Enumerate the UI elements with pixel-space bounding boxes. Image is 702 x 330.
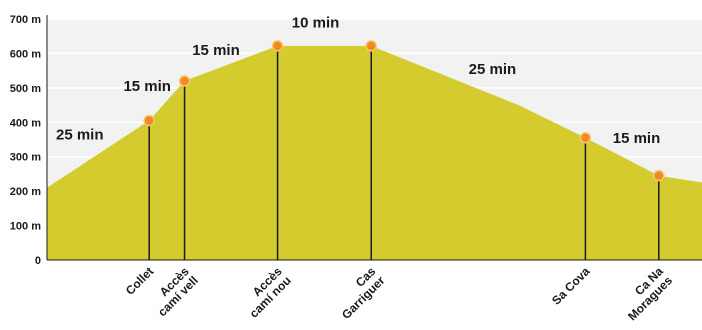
waypoint-marker <box>273 41 283 51</box>
y-tick-label: 500 m <box>10 83 41 95</box>
y-tick-label: 600 m <box>10 48 41 60</box>
segment-time-label: 25 min <box>469 61 517 78</box>
y-tick-label: 400 m <box>10 117 41 129</box>
waypoint-label-line: Sa Cova <box>549 264 593 308</box>
y-tick-label: 300 m <box>10 152 41 164</box>
segment-time-label: 15 min <box>192 42 240 59</box>
waypoint-labels: Collet Accèscamí vell Accèscamí nou CasGarr… <box>123 264 675 323</box>
waypoint-label: CasGarriguer <box>330 264 388 322</box>
waypoint-label: Accèscamí nou <box>238 264 295 321</box>
waypoint-marker <box>580 133 590 143</box>
y-tick-labels: 0 100 m 200 m 300 m 400 m 500 m 600 m 700 m <box>10 14 41 267</box>
y-tick-label: 0 <box>35 255 41 267</box>
waypoint-marker <box>144 116 154 126</box>
waypoint-marker <box>654 171 664 181</box>
y-tick-label: 100 m <box>10 221 41 233</box>
segment-time-label: 15 min <box>613 130 661 147</box>
waypoint-label-line: Collet <box>123 264 156 297</box>
segment-time-label: 25 min <box>56 126 104 143</box>
waypoint-label: Collet <box>123 264 156 297</box>
waypoint-marker <box>366 41 376 51</box>
waypoint-label: Ca NaMoragues <box>616 264 675 323</box>
waypoint-label: Sa Cova <box>549 264 593 308</box>
segment-time-label: 15 min <box>123 78 171 95</box>
waypoint-marker <box>180 76 190 86</box>
segment-time-label: 10 min <box>292 14 340 31</box>
y-tick-label: 200 m <box>10 186 41 198</box>
y-tick-label: 700 m <box>10 14 41 26</box>
